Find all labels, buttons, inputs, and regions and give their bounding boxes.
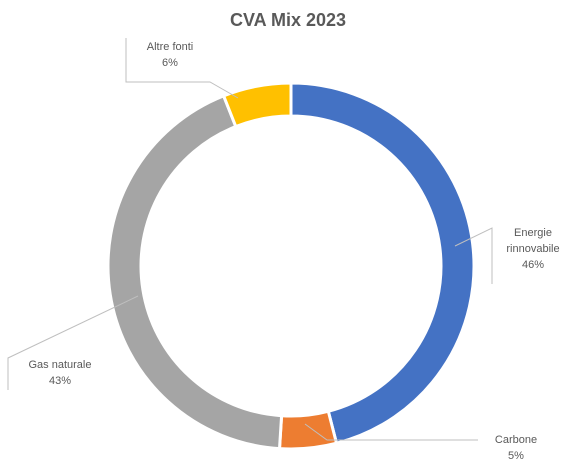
leader-line: [7, 295, 139, 390]
data-label: Carbone 5%: [495, 434, 537, 462]
leader-line: [454, 227, 493, 284]
leader-line: [304, 423, 478, 441]
leader-line: [125, 38, 239, 99]
data-label: Energie rinnovabile 46%: [506, 227, 559, 271]
chart-title: CVA Mix 2023: [229, 10, 347, 30]
data-label: Gas naturale 43%: [29, 359, 92, 387]
donut-slice: [106, 93, 284, 451]
data-label: Altre fonti 6%: [147, 41, 193, 69]
donut-slice: [221, 81, 293, 129]
donut-slice: [289, 81, 476, 446]
donut-slice: [277, 409, 339, 451]
